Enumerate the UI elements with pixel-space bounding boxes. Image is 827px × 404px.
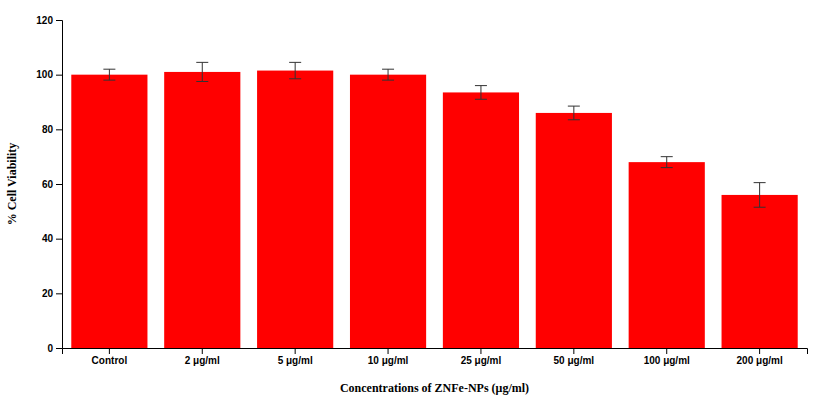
error-bar [196, 62, 208, 81]
x-tick-label: 10 μg/ml [368, 355, 409, 366]
marks [71, 62, 797, 348]
x-tick-mark [573, 348, 574, 354]
x-tick-label: 100 μg/ml [644, 355, 690, 366]
y-tick-mark [56, 184, 62, 185]
x-tick: 100 μg/ml [644, 348, 690, 366]
x-tick-label: 25 μg/ml [461, 355, 502, 366]
x-tick-label: 5 μg/ml [278, 355, 313, 366]
x-tick-label: 200 μg/ml [737, 355, 783, 366]
x-tick-label: 50 μg/ml [554, 355, 595, 366]
error-bar [103, 69, 115, 80]
x-tick-label: Control [92, 355, 128, 366]
bar [350, 75, 426, 348]
x-tick: 5 μg/ml [278, 348, 313, 366]
y-axis: 0 20 40 60 80 100 120 [36, 15, 62, 354]
y-tick: 20 [42, 288, 62, 299]
y-tick-label: 20 [42, 288, 54, 299]
y-tick: 40 [42, 233, 62, 244]
y-tick-label: 120 [36, 15, 53, 26]
error-bar [661, 157, 673, 168]
error-bar [382, 69, 394, 80]
y-tick-label: 100 [36, 69, 53, 80]
y-tick-mark [56, 20, 62, 21]
y-tick-mark [56, 129, 62, 130]
chart-container: Control 2 μg/ml 5 μg/ml 10 μg/ml 25 μg/ml 50 … [0, 0, 827, 404]
plot: Control 2 μg/ml 5 μg/ml 10 μg/ml 25 μg/ml 50 … [36, 15, 807, 366]
x-tick: 2 μg/ml [185, 348, 220, 366]
y-tick-label: 60 [42, 179, 54, 190]
x-axis: Control 2 μg/ml 5 μg/ml 10 μg/ml 25 μg/ml 50 … [63, 348, 808, 366]
y-tick: 100 [36, 69, 62, 80]
x-tick-mark [109, 348, 110, 354]
y-tick-mark [56, 75, 62, 76]
x-tick-mark [666, 348, 667, 354]
x-tick: 200 μg/ml [737, 348, 783, 366]
page: {"chart_data": {"type": "bar", "categori… [0, 0, 827, 404]
y-tick: 120 [36, 15, 62, 26]
y-tick: 60 [42, 179, 62, 190]
y-tick-mark [56, 239, 62, 240]
x-tick-mark [759, 348, 760, 354]
y-tick: 80 [42, 124, 62, 135]
bar [71, 75, 147, 348]
y-tick-label: 80 [42, 124, 54, 135]
bar [536, 113, 612, 348]
x-axis-title: Concentrations of ZNFe-NPs (μg/ml) [340, 381, 529, 395]
y-tick: 0 [47, 343, 62, 354]
error-bar [754, 183, 766, 208]
x-tick-mark [295, 348, 296, 354]
y-tick-mark [56, 348, 62, 349]
x-tick: Control [92, 348, 128, 366]
error-bar [475, 86, 487, 100]
y-axis-title: % Cell Viability [5, 143, 19, 226]
x-tick-mark [480, 348, 481, 354]
bar [629, 162, 705, 348]
y-axis-line [56, 21, 63, 349]
error-bar [289, 62, 301, 78]
bar [257, 71, 333, 348]
x-tick-label: 2 μg/ml [185, 355, 220, 366]
x-tick-mark [202, 348, 203, 354]
y-tick-label: 0 [47, 343, 53, 354]
y-tick-label: 40 [42, 233, 54, 244]
bar [722, 195, 798, 348]
x-tick: 50 μg/ml [554, 348, 595, 366]
y-tick-mark [56, 293, 62, 294]
bar [443, 92, 519, 348]
error-bar [568, 106, 580, 120]
x-tick: 10 μg/ml [368, 348, 409, 366]
x-tick-mark [388, 348, 389, 354]
x-tick: 25 μg/ml [461, 348, 502, 366]
chart-svg: Control 2 μg/ml 5 μg/ml 10 μg/ml 25 μg/ml 50 … [0, 0, 827, 404]
x-axis-line [63, 349, 808, 355]
bar [164, 72, 240, 348]
